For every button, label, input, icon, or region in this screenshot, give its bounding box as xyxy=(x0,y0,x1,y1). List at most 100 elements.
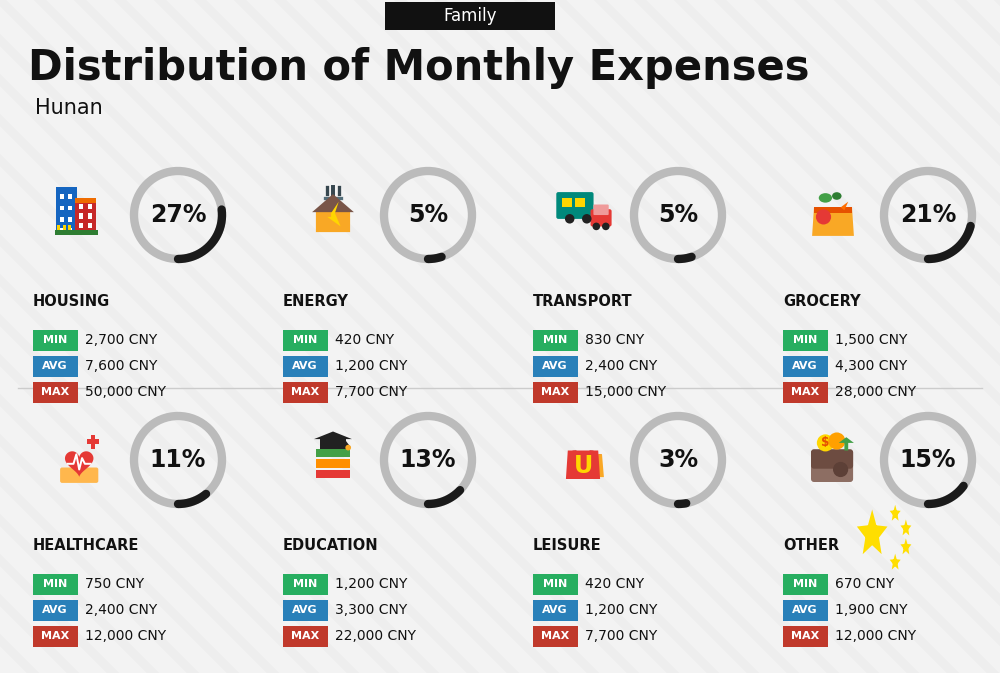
Text: MIN: MIN xyxy=(543,579,567,589)
FancyBboxPatch shape xyxy=(88,223,92,228)
FancyBboxPatch shape xyxy=(54,230,81,235)
Text: 15,000 CNY: 15,000 CNY xyxy=(585,385,666,399)
FancyBboxPatch shape xyxy=(60,468,98,483)
FancyBboxPatch shape xyxy=(60,228,64,233)
Text: MAX: MAX xyxy=(541,387,569,397)
Text: 22,000 CNY: 22,000 CNY xyxy=(335,629,416,643)
Polygon shape xyxy=(65,452,93,477)
FancyBboxPatch shape xyxy=(532,573,578,594)
Text: MIN: MIN xyxy=(793,579,817,589)
Text: Hunan: Hunan xyxy=(35,98,103,118)
Text: HOUSING: HOUSING xyxy=(33,295,110,310)
FancyBboxPatch shape xyxy=(593,205,609,215)
FancyBboxPatch shape xyxy=(68,228,72,233)
FancyBboxPatch shape xyxy=(283,355,328,376)
FancyBboxPatch shape xyxy=(79,204,83,209)
Text: 12,000 CNY: 12,000 CNY xyxy=(85,629,166,643)
Polygon shape xyxy=(839,437,854,450)
FancyBboxPatch shape xyxy=(532,355,578,376)
Polygon shape xyxy=(327,202,341,226)
Text: MAX: MAX xyxy=(541,631,569,641)
FancyBboxPatch shape xyxy=(32,625,78,647)
Text: OTHER: OTHER xyxy=(783,538,839,553)
Text: AVG: AVG xyxy=(792,361,818,371)
FancyBboxPatch shape xyxy=(60,217,64,221)
Text: 750 CNY: 750 CNY xyxy=(85,577,144,591)
Text: MAX: MAX xyxy=(791,387,819,397)
Polygon shape xyxy=(890,505,901,521)
FancyBboxPatch shape xyxy=(532,625,578,647)
Polygon shape xyxy=(900,538,911,555)
Polygon shape xyxy=(841,202,848,210)
Text: 11%: 11% xyxy=(150,448,206,472)
Text: 3,300 CNY: 3,300 CNY xyxy=(335,603,407,617)
Polygon shape xyxy=(585,454,604,477)
FancyBboxPatch shape xyxy=(782,330,828,351)
Text: MIN: MIN xyxy=(543,335,567,345)
FancyBboxPatch shape xyxy=(532,600,578,621)
Polygon shape xyxy=(812,207,854,236)
Text: AVG: AVG xyxy=(542,361,568,371)
Polygon shape xyxy=(314,431,352,439)
Circle shape xyxy=(592,223,600,230)
FancyBboxPatch shape xyxy=(32,330,78,351)
FancyBboxPatch shape xyxy=(32,382,78,402)
Text: 28,000 CNY: 28,000 CNY xyxy=(835,385,916,399)
Text: 21%: 21% xyxy=(900,203,956,227)
FancyBboxPatch shape xyxy=(32,355,78,376)
Circle shape xyxy=(817,434,834,452)
Text: ENERGY: ENERGY xyxy=(283,295,349,310)
Text: 15%: 15% xyxy=(900,448,956,472)
Text: Distribution of Monthly Expenses: Distribution of Monthly Expenses xyxy=(28,47,810,89)
Text: 3%: 3% xyxy=(658,448,698,472)
FancyBboxPatch shape xyxy=(283,600,328,621)
FancyBboxPatch shape xyxy=(63,225,66,230)
Text: MIN: MIN xyxy=(293,579,317,589)
FancyBboxPatch shape xyxy=(68,217,72,221)
FancyBboxPatch shape xyxy=(814,207,852,213)
Text: 1,500 CNY: 1,500 CNY xyxy=(835,333,907,347)
FancyBboxPatch shape xyxy=(283,330,328,351)
Ellipse shape xyxy=(832,192,842,200)
Text: MIN: MIN xyxy=(793,335,817,345)
Text: 27%: 27% xyxy=(150,203,206,227)
FancyBboxPatch shape xyxy=(782,625,828,647)
Text: MAX: MAX xyxy=(291,631,319,641)
Text: 7,700 CNY: 7,700 CNY xyxy=(335,385,407,399)
Text: 12,000 CNY: 12,000 CNY xyxy=(835,629,916,643)
Text: MAX: MAX xyxy=(41,631,69,641)
Text: MAX: MAX xyxy=(791,631,819,641)
Text: GROCERY: GROCERY xyxy=(783,295,861,310)
Polygon shape xyxy=(900,520,911,536)
FancyBboxPatch shape xyxy=(32,600,78,621)
FancyBboxPatch shape xyxy=(283,382,328,402)
Circle shape xyxy=(828,433,845,450)
FancyBboxPatch shape xyxy=(68,205,72,210)
Circle shape xyxy=(565,214,574,223)
Text: MIN: MIN xyxy=(43,335,67,345)
FancyBboxPatch shape xyxy=(74,230,98,235)
Text: 2,700 CNY: 2,700 CNY xyxy=(85,333,157,347)
Text: AVG: AVG xyxy=(42,361,68,371)
Text: 7,600 CNY: 7,600 CNY xyxy=(85,359,157,373)
Polygon shape xyxy=(890,554,901,569)
Text: AVG: AVG xyxy=(292,605,318,615)
Text: AVG: AVG xyxy=(292,361,318,371)
FancyBboxPatch shape xyxy=(532,330,578,351)
FancyBboxPatch shape xyxy=(316,459,350,468)
Text: HEALTHCARE: HEALTHCARE xyxy=(33,538,139,553)
FancyBboxPatch shape xyxy=(88,204,92,209)
Circle shape xyxy=(582,214,592,223)
FancyBboxPatch shape xyxy=(590,209,612,227)
Ellipse shape xyxy=(819,193,832,203)
Text: MAX: MAX xyxy=(291,387,319,397)
Text: U: U xyxy=(573,454,593,478)
FancyBboxPatch shape xyxy=(316,449,350,457)
Text: 1,200 CNY: 1,200 CNY xyxy=(335,359,407,373)
FancyBboxPatch shape xyxy=(91,435,95,449)
Circle shape xyxy=(816,209,831,225)
Text: 50,000 CNY: 50,000 CNY xyxy=(85,385,166,399)
FancyBboxPatch shape xyxy=(57,225,60,230)
Text: 5%: 5% xyxy=(408,203,448,227)
Polygon shape xyxy=(566,450,600,479)
